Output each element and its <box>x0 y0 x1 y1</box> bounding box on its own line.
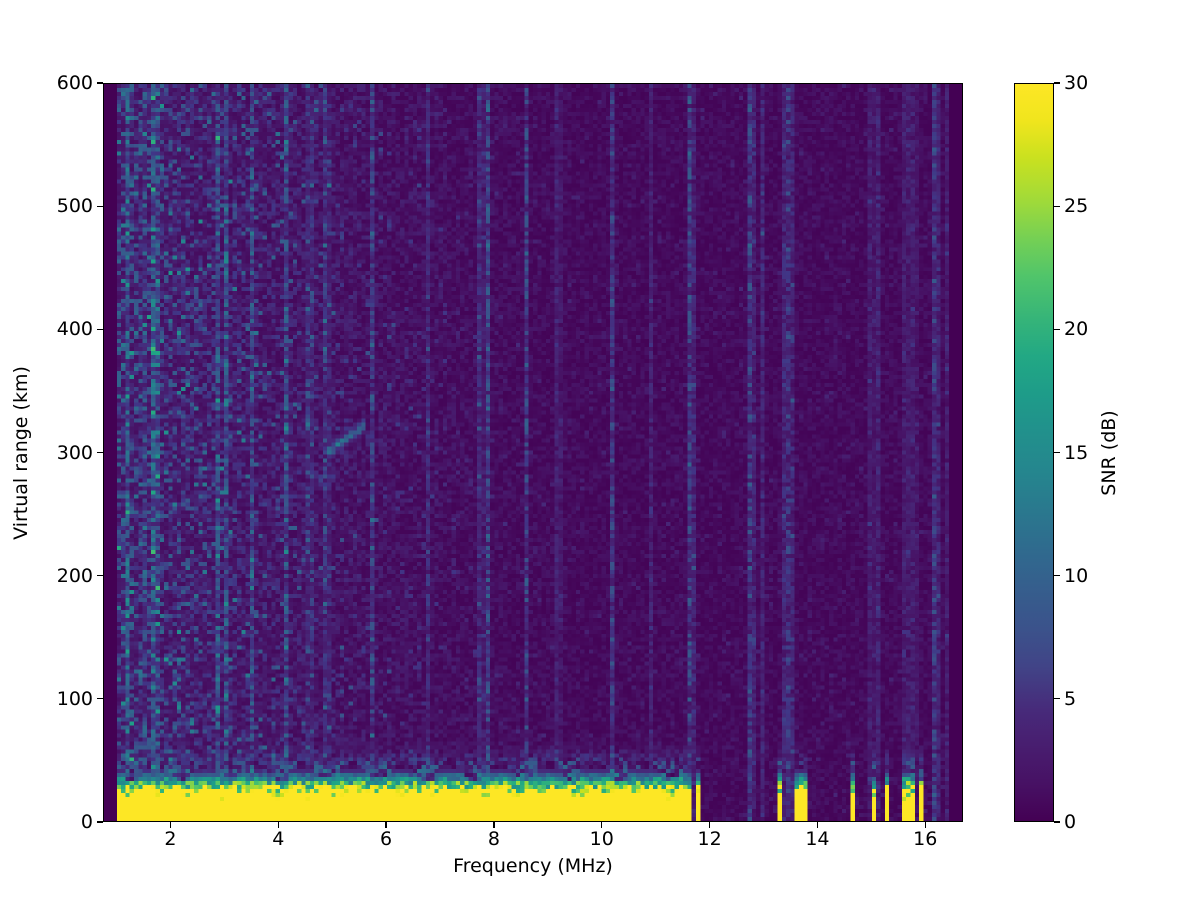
colorbar-tick <box>1054 82 1060 84</box>
x-tick <box>277 822 279 828</box>
x-tick-label: 6 <box>380 828 393 850</box>
x-tick <box>816 822 819 828</box>
y-tick <box>97 451 103 454</box>
colorbar-tick-label: 15 <box>1064 441 1089 464</box>
x-tick-label: 10 <box>589 828 614 850</box>
colorbar-tick-label: 30 <box>1064 72 1089 94</box>
y-tick-label: 500 <box>56 195 93 218</box>
y-tick <box>97 82 103 84</box>
ionogram-canvas <box>104 84 962 821</box>
colorbar-tick <box>1054 328 1060 330</box>
y-tick-label: 200 <box>56 564 93 587</box>
x-tick <box>493 822 495 828</box>
colorbar-tick <box>1054 451 1060 454</box>
y-tick <box>97 328 103 330</box>
y-tick-label: 100 <box>56 687 93 710</box>
x-tick-label: 14 <box>805 828 830 850</box>
colorbar-tick-label: 10 <box>1064 564 1089 587</box>
y-tick <box>97 205 103 207</box>
colorbar <box>1014 83 1054 822</box>
y-tick-label: 400 <box>56 318 93 341</box>
colorbar-tick <box>1054 205 1060 207</box>
x-tick <box>385 822 387 828</box>
y-tick-label: 300 <box>56 441 93 464</box>
x-tick-label: 12 <box>697 828 722 850</box>
y-tick <box>97 698 103 700</box>
x-tick <box>924 822 926 828</box>
y-axis-label: Virtual range (km) <box>10 365 32 540</box>
x-tick-label: 16 <box>913 828 938 850</box>
colorbar-tick <box>1054 698 1060 700</box>
x-axis-label: Frequency (MHz) <box>453 855 613 877</box>
x-tick-label: 4 <box>272 828 285 850</box>
x-tick <box>169 822 172 828</box>
x-tick <box>708 822 711 828</box>
colorbar-tick-label: 20 <box>1064 318 1089 341</box>
colorbar-tick <box>1054 575 1060 577</box>
colorbar-tick-label: 0 <box>1064 811 1077 833</box>
x-tick-label: 2 <box>164 828 177 850</box>
ionogram-heatmap <box>104 84 962 821</box>
colorbar-tick-label: 5 <box>1064 687 1077 710</box>
colorbar-label: SNR (dB) <box>1098 409 1120 496</box>
x-tick-label: 8 <box>487 828 500 850</box>
y-tick-label: 0 <box>80 811 93 833</box>
y-tick-label: 600 <box>56 72 93 94</box>
colorbar-tick <box>1054 821 1060 823</box>
y-tick <box>97 575 103 577</box>
heatmap-plot-area[interactable] <box>103 83 963 822</box>
x-tick <box>601 822 603 828</box>
colorbar-tick-label: 25 <box>1064 195 1089 218</box>
y-tick <box>97 821 103 823</box>
